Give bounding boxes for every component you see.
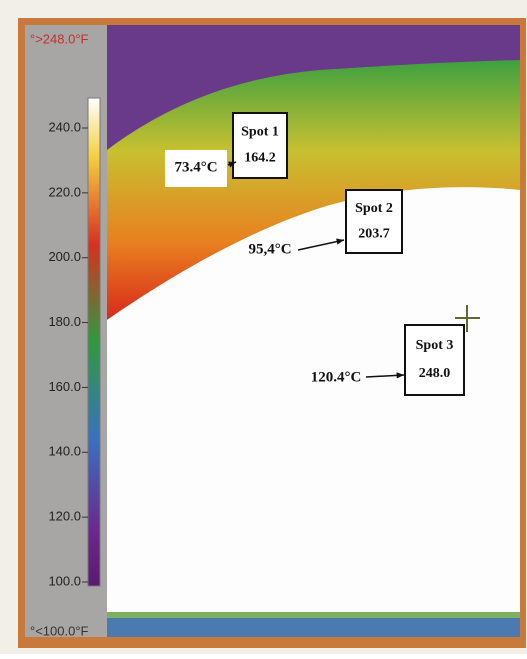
spot-name: Spot 2 [355, 201, 393, 216]
spot-name: Spot 1 [241, 125, 279, 140]
spot-name: Spot 3 [416, 338, 454, 353]
annotation: 73.4°C [174, 159, 217, 175]
bottom-edge [107, 612, 520, 618]
spot-value: 248.0 [419, 366, 451, 381]
page: {"scale": {"max_label": "°>248.0°F", "mi… [0, 0, 527, 654]
tick-label: 140.0 [48, 444, 81, 459]
tick-label: 120.0 [48, 509, 81, 524]
thermal-view: °>248.0°F °<100.0°F 240.0 220.0 200.0 180.0… [0, 0, 527, 654]
spot-box [233, 113, 287, 178]
annotation: 95,4°C [248, 241, 291, 257]
spot-box [346, 190, 402, 253]
tick-label: 180.0 [48, 314, 81, 329]
tick-label: 220.0 [48, 184, 81, 199]
color-bar [88, 98, 100, 586]
spot-box [405, 325, 464, 395]
annotation: 120.4°C [311, 369, 362, 385]
tick-label: 240.0 [48, 119, 81, 134]
tick-label: 200.0 [48, 249, 81, 264]
min-label: °<100.0°F [30, 623, 89, 638]
spot-value: 203.7 [358, 226, 390, 241]
tick-label: 160.0 [48, 379, 81, 394]
tick-label: 100.0 [48, 573, 81, 588]
max-label: °>248.0°F [30, 31, 89, 46]
spot-value: 164.2 [244, 151, 276, 166]
